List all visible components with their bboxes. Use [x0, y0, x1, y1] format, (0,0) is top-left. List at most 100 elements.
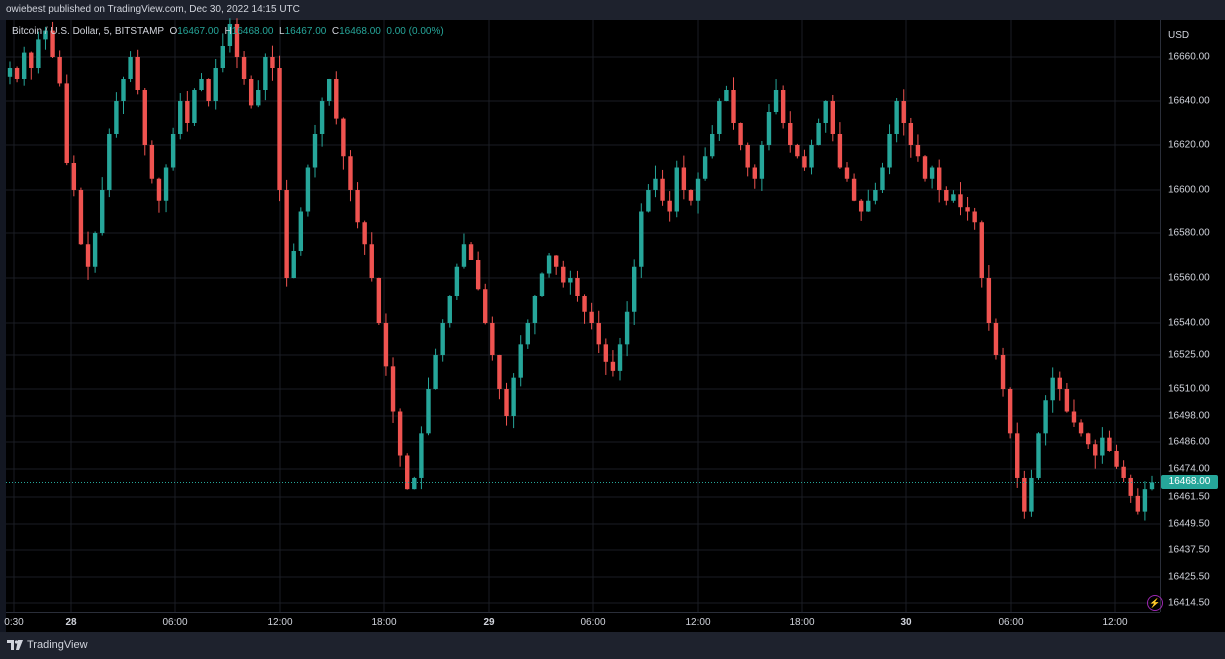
candle	[312, 124, 318, 178]
last-price-tag: 16468.00	[1161, 475, 1218, 490]
candle	[766, 104, 772, 151]
candle-body	[121, 79, 126, 101]
candle-body	[929, 167, 935, 179]
candle	[937, 159, 942, 203]
candle	[107, 128, 112, 198]
candle	[284, 179, 289, 287]
candle	[85, 231, 91, 280]
candle	[759, 140, 765, 191]
candle-body	[192, 90, 197, 123]
candle-body	[369, 244, 374, 278]
candle-body	[376, 278, 382, 323]
candle	[667, 191, 672, 222]
candle-body	[937, 167, 942, 190]
candle	[1149, 475, 1155, 491]
high-value: 16468.00	[231, 26, 274, 37]
candle-body	[766, 112, 772, 145]
candle-body	[837, 134, 843, 168]
open-value: 16467.00	[177, 26, 219, 37]
candle-body	[71, 163, 77, 190]
y-tick-label: 16474.00	[1168, 463, 1210, 475]
candle	[589, 302, 594, 330]
chart-pane[interactable]	[6, 20, 1160, 612]
candle-body	[667, 200, 672, 212]
candle-body	[326, 79, 332, 101]
candle-body	[163, 167, 169, 201]
candle-body	[1107, 437, 1112, 451]
candle-body	[156, 178, 162, 201]
candle-body	[426, 389, 431, 434]
candle-body	[241, 57, 247, 79]
candle-body	[965, 207, 970, 212]
candle	[986, 265, 992, 331]
candle	[816, 118, 821, 146]
candle-body	[497, 355, 502, 389]
y-tick-label: 16525.00	[1168, 349, 1210, 361]
candle-body	[57, 57, 62, 84]
candle	[1050, 367, 1055, 413]
price-scale[interactable]	[1160, 20, 1225, 612]
candle-body	[851, 178, 857, 201]
candle-body	[461, 244, 467, 267]
open-label: O	[169, 26, 178, 37]
candle	[43, 26, 48, 50]
candle	[582, 294, 587, 324]
candle-body	[263, 57, 268, 90]
candle-body	[199, 79, 204, 90]
candle	[405, 453, 410, 490]
candle-body	[511, 377, 516, 416]
candle-body	[504, 389, 509, 416]
candle	[114, 92, 119, 138]
candle	[1064, 382, 1070, 413]
candle	[71, 155, 77, 197]
candle-body	[397, 411, 403, 456]
candle-body	[1029, 477, 1034, 512]
candle	[929, 165, 935, 189]
candle-body	[128, 57, 133, 79]
candle-body	[802, 156, 807, 168]
time-scale[interactable]	[6, 612, 1160, 632]
candle-body	[624, 311, 630, 345]
candle-body	[759, 145, 765, 179]
candle-body	[639, 211, 644, 267]
candle	[298, 207, 304, 256]
candle-body	[341, 118, 346, 157]
y-tick-label: 16620.00	[1168, 139, 1210, 151]
x-tick-label: 06:00	[998, 617, 1024, 628]
candle	[341, 117, 346, 170]
candle-body	[355, 190, 360, 223]
candle-body	[596, 323, 601, 345]
candle	[1121, 460, 1126, 483]
candle-body	[334, 79, 339, 119]
candle	[14, 66, 20, 83]
lightning-icon[interactable]: ⚡	[1147, 595, 1163, 611]
candle-body	[993, 323, 999, 355]
candle	[1100, 427, 1105, 464]
candle	[220, 33, 225, 73]
candle	[780, 85, 786, 129]
candle-body	[773, 90, 779, 112]
candle-body	[1022, 477, 1027, 512]
candle-body	[7, 68, 13, 77]
candle	[972, 207, 977, 230]
candle-body	[29, 52, 34, 68]
candle	[887, 124, 892, 175]
candle-body	[873, 190, 878, 201]
candle-body	[915, 145, 921, 157]
candle	[731, 77, 736, 130]
candle	[951, 190, 956, 203]
candle	[525, 319, 531, 349]
tv-logo-icon	[7, 640, 23, 650]
candle-body	[972, 211, 977, 223]
candle-body	[43, 30, 48, 40]
y-tick-label: 16580.00	[1168, 227, 1210, 239]
y-tick-label: 16414.50	[1168, 597, 1210, 609]
candle-body	[532, 296, 538, 323]
candle	[213, 59, 218, 110]
candle-body	[681, 167, 687, 190]
tradingview-logo[interactable]: TradingView	[7, 639, 88, 651]
candle-body	[582, 296, 587, 312]
candle	[270, 45, 275, 81]
y-tick-label: 16498.00	[1168, 410, 1210, 422]
candle	[390, 357, 396, 423]
